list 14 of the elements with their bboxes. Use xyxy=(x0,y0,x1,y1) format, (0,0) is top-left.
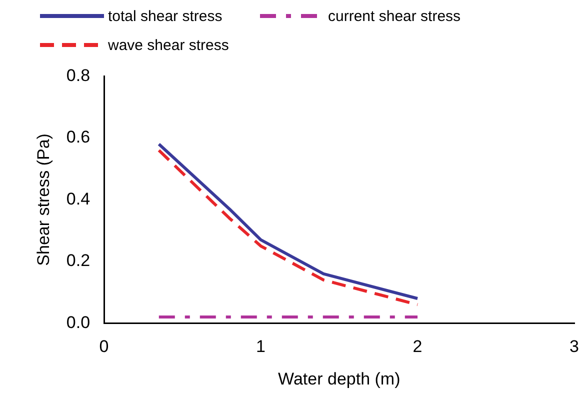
x-tick-label: 1 xyxy=(256,337,266,356)
y-tick-label: 0.2 xyxy=(66,251,90,270)
legend-label: current shear stress xyxy=(328,8,461,24)
legend-label: total shear stress xyxy=(108,8,222,24)
y-axis-title: Shear stress (Pa) xyxy=(34,134,53,266)
x-tick-label: 2 xyxy=(412,337,422,356)
y-tick-label: 0.6 xyxy=(66,128,90,147)
y-tick-label: 0.4 xyxy=(66,189,90,208)
x-tick-label: 3 xyxy=(570,337,580,356)
y-tick-label: 0.0 xyxy=(66,312,90,332)
x-tick-label: 0 xyxy=(99,337,109,356)
legend-label: wave shear stress xyxy=(108,36,229,54)
y-tick-label: 0.8 xyxy=(66,66,90,85)
x-axis-title: Water depth (m) xyxy=(278,369,400,388)
